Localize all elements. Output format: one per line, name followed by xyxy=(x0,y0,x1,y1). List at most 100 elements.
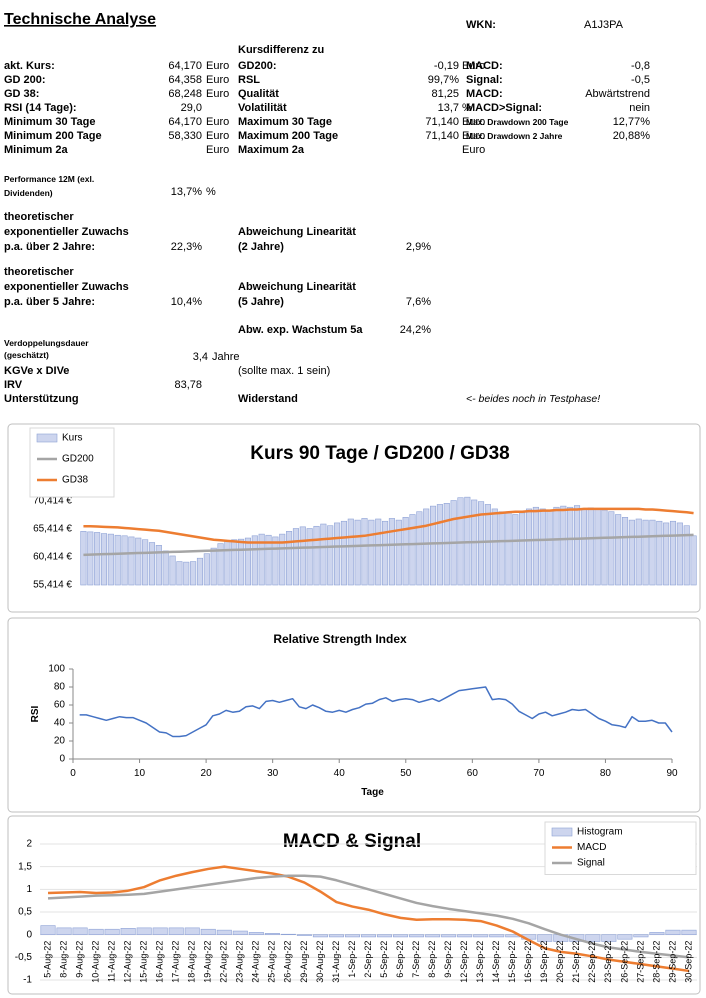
metric-label: theoretischer xyxy=(4,266,74,278)
x-tick-label: 20-Sep-22 xyxy=(555,941,565,983)
x-tick-label: 5-Aug-22 xyxy=(42,941,52,978)
x-tick-label: 25-Aug-22 xyxy=(267,941,277,983)
bar xyxy=(512,514,519,586)
bar xyxy=(395,519,402,586)
x-tick-label: 30 xyxy=(267,768,279,779)
bar xyxy=(669,520,677,586)
bar xyxy=(232,930,248,935)
bar xyxy=(88,928,104,935)
bar xyxy=(216,929,232,935)
x-tick-label: 26-Aug-22 xyxy=(283,941,293,983)
bar xyxy=(320,523,327,586)
table-cell: -0,19 xyxy=(434,60,459,72)
x-tick-label: 11-Aug-22 xyxy=(106,941,116,982)
table-cell: Abwärtstrend xyxy=(585,88,650,100)
x-tick-label: 21-Sep-22 xyxy=(571,941,581,983)
bar xyxy=(327,525,334,586)
table-cell: akt. Kurs: xyxy=(4,60,55,72)
x-tick-label: 50 xyxy=(400,768,412,779)
x-tick-label: 2-Sep-22 xyxy=(363,941,373,978)
bar xyxy=(553,506,560,586)
bar xyxy=(642,519,649,586)
metric-label: (5 Jahre) xyxy=(238,296,284,308)
bar xyxy=(409,514,416,586)
x-tick-label: 6-Sep-22 xyxy=(395,941,405,978)
bar xyxy=(347,518,354,586)
table-cell: 29,0 xyxy=(181,102,202,114)
bar xyxy=(107,533,114,586)
bar xyxy=(409,934,425,938)
metric-label: Dividenden) xyxy=(4,188,53,198)
bar xyxy=(615,514,622,586)
bar xyxy=(135,537,142,586)
table-cell: 64,358 xyxy=(168,74,202,86)
bar xyxy=(231,539,238,586)
wkn-value: A1J3PA xyxy=(584,19,624,31)
bar xyxy=(169,555,176,586)
bar xyxy=(676,522,683,586)
metric-value: 3,4 xyxy=(193,351,208,363)
bar xyxy=(656,520,663,586)
y-tick-label: 0 xyxy=(59,754,65,765)
metric-value: 13,7% xyxy=(171,186,202,198)
bar xyxy=(155,545,162,586)
x-tick-label: 10 xyxy=(134,768,146,779)
table-cell: Minimum 200 Tage xyxy=(4,130,102,142)
bar xyxy=(505,511,512,586)
table-cell: Euro xyxy=(462,60,485,72)
bar xyxy=(121,535,128,586)
bar xyxy=(377,934,393,938)
x-tick-label: 15-Aug-22 xyxy=(139,941,149,983)
bar xyxy=(567,506,574,586)
y-tick-label: 40 xyxy=(54,718,66,729)
bar xyxy=(183,561,190,586)
table-cell: -0,8 xyxy=(631,60,650,72)
chart-frame xyxy=(7,617,701,813)
table-cell: RSL xyxy=(238,74,260,86)
bar xyxy=(248,932,264,935)
bar xyxy=(681,929,697,935)
metric-label: p.a. über 2 Jahre: xyxy=(4,241,95,253)
x-tick-label: 22-Aug-22 xyxy=(219,941,229,983)
table-cell: -0,5 xyxy=(631,74,650,86)
metric-note: (sollte max. 1 sein) xyxy=(238,365,330,377)
x-tick-label: 18-Aug-22 xyxy=(187,941,197,983)
bar xyxy=(354,519,361,586)
x-tick-label: 8-Sep-22 xyxy=(427,941,437,978)
bar xyxy=(152,927,168,935)
table-cell: Euro xyxy=(462,144,485,156)
metric-value: 22,3% xyxy=(171,241,202,253)
bar xyxy=(537,934,553,942)
y-tick-label: 55,414 € xyxy=(33,580,72,591)
x-tick-label: 80 xyxy=(600,768,612,779)
bar xyxy=(649,519,656,586)
bar xyxy=(393,934,409,938)
metric-label: theoretischer xyxy=(4,211,74,223)
y-axis-label: RSI xyxy=(30,705,41,722)
table-cell: Minimum 2a xyxy=(4,144,68,156)
bar xyxy=(114,534,121,586)
bar xyxy=(368,519,375,586)
x-tick-label: 16-Sep-22 xyxy=(523,941,533,983)
bar xyxy=(196,557,204,586)
bar xyxy=(560,505,567,586)
bar xyxy=(168,927,184,935)
x-tick-label: 8-Aug-22 xyxy=(58,941,68,978)
bar xyxy=(94,532,101,586)
bar xyxy=(258,533,265,586)
section-label: Kursdifferenz zu xyxy=(238,44,324,56)
y-tick-label: 1 xyxy=(26,884,32,895)
x-tick-label: 14-Sep-22 xyxy=(491,941,501,983)
x-tick-label: 27-Sep-22 xyxy=(635,941,645,983)
x-tick-label: 23-Aug-22 xyxy=(235,941,245,983)
bar xyxy=(265,534,272,586)
bar xyxy=(296,934,312,936)
table-cell: Maximum 200 Tage xyxy=(238,130,338,142)
y-tick-label: 60 xyxy=(54,700,66,711)
bar xyxy=(416,511,423,586)
bar xyxy=(430,505,437,586)
bar xyxy=(162,550,169,586)
bar xyxy=(279,533,286,586)
table-cell: GD 38: xyxy=(4,88,39,100)
